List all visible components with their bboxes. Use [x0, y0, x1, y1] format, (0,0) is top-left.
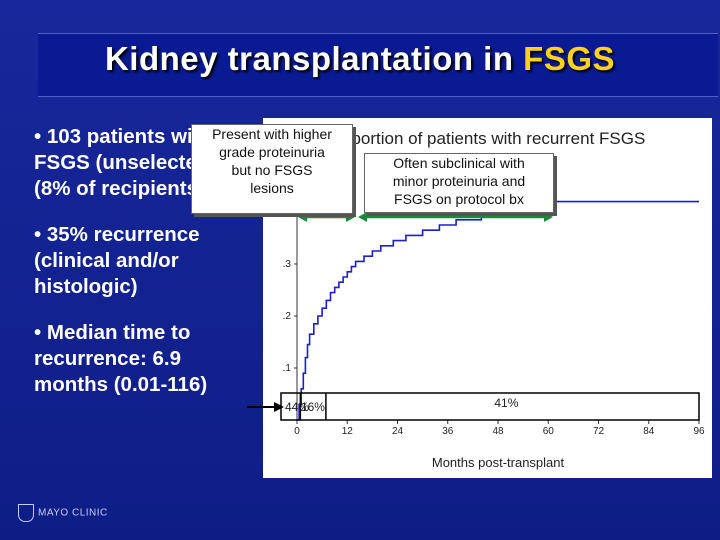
x-tick-label: 72 — [593, 426, 605, 437]
bullet-patients: • 103 patients with FSGS (unselected) (8… — [34, 125, 217, 200]
x-tick-label: 0 — [294, 426, 300, 437]
y-tick-label: .1 — [283, 363, 292, 374]
title-bar — [38, 33, 718, 97]
x-tick-label: 36 — [442, 426, 454, 437]
slide-title: Kidney transplantation in FSGS — [0, 40, 720, 78]
title-main: Kidney transplantation in — [104, 40, 524, 77]
callout-subclinical: Often subclinical with minor proteinuria… — [364, 153, 554, 213]
arrow-late-interval-head-right — [544, 212, 553, 222]
chart-title: Proportion of patients with recurrent FS… — [325, 129, 646, 148]
bullet-median-time: • Median time to recurrence: 6.9 months … — [34, 321, 208, 396]
arrow-early-interval-head-right — [346, 212, 355, 222]
logo-text: MAYO CLINIC — [38, 507, 108, 519]
x-axis-label: Months post-transplant — [432, 455, 565, 470]
arrow-late-interval-head-left — [358, 212, 367, 222]
x-tick-label: 24 — [392, 426, 404, 437]
shield-icon — [18, 504, 34, 522]
annotation-41: 41% — [494, 396, 518, 410]
recurrence-curve — [297, 200, 699, 421]
title-highlight: FSGS — [523, 40, 616, 77]
annotation-44: 44% — [285, 400, 309, 414]
bullet-list: • 103 patients with FSGS (unselected) (8… — [34, 124, 274, 418]
annotation-16: 16% — [301, 400, 325, 414]
x-tick-label: 60 — [543, 426, 555, 437]
bullet-recurrence: • 35% recurrence (clinical and/or histol… — [34, 223, 200, 298]
callout-higher-proteinuria: Present with higher grade proteinuria bu… — [191, 124, 353, 214]
x-tick-label: 12 — [342, 426, 354, 437]
arrow-early-interval-head-left — [298, 212, 307, 222]
interval-box — [280, 392, 700, 421]
y-tick-label: .3 — [283, 259, 292, 270]
x-tick-label: 84 — [643, 426, 655, 437]
x-tick-label: 96 — [693, 426, 705, 437]
x-tick-label: 48 — [492, 426, 504, 437]
arrow-head — [274, 402, 284, 412]
y-tick-label: .2 — [283, 311, 292, 322]
mayo-clinic-logo: MAYO CLINIC — [18, 504, 108, 522]
